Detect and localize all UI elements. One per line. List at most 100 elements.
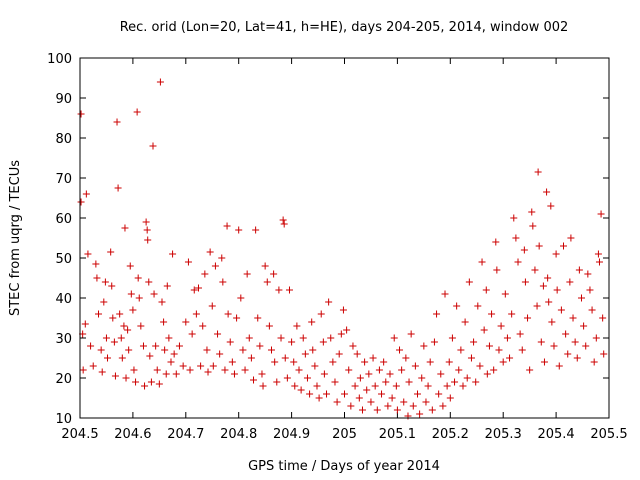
data-point bbox=[226, 338, 234, 346]
data-point bbox=[428, 406, 436, 414]
data-point bbox=[219, 278, 227, 286]
data-point bbox=[283, 374, 291, 382]
data-point bbox=[347, 402, 355, 410]
data-point bbox=[400, 398, 408, 406]
data-point bbox=[104, 354, 112, 362]
data-point bbox=[580, 322, 588, 330]
data-point bbox=[121, 224, 129, 232]
data-point bbox=[358, 406, 366, 414]
data-point bbox=[116, 310, 124, 318]
data-point bbox=[315, 394, 323, 402]
data-point bbox=[441, 290, 449, 298]
chart-title: Rec. orid (Lon=20, Lat=41, h=HE), days 2… bbox=[120, 20, 569, 35]
y-tick-label: 40 bbox=[55, 292, 72, 307]
data-point bbox=[206, 248, 214, 256]
data-point bbox=[378, 390, 386, 398]
data-point bbox=[331, 378, 339, 386]
data-point bbox=[108, 282, 116, 290]
data-point bbox=[160, 318, 168, 326]
data-point bbox=[87, 342, 95, 350]
data-point bbox=[356, 374, 364, 382]
data-point bbox=[553, 286, 561, 294]
data-point bbox=[293, 322, 301, 330]
data-point bbox=[170, 350, 178, 358]
data-point bbox=[388, 394, 396, 402]
data-point bbox=[172, 370, 180, 378]
data-point bbox=[199, 322, 207, 330]
data-point bbox=[426, 358, 434, 366]
y-tick-label: 70 bbox=[55, 172, 72, 187]
data-point bbox=[465, 278, 473, 286]
data-point bbox=[445, 358, 453, 366]
data-point bbox=[301, 350, 309, 358]
data-point bbox=[124, 326, 132, 334]
data-point bbox=[418, 374, 426, 382]
data-point bbox=[485, 342, 493, 350]
axis-ticks bbox=[79, 57, 610, 419]
data-point bbox=[335, 350, 343, 358]
data-point bbox=[597, 210, 605, 218]
data-point bbox=[190, 286, 198, 294]
x-axis-label: GPS time / Days of year 2014 bbox=[248, 459, 440, 474]
data-point bbox=[161, 346, 169, 354]
data-point bbox=[590, 358, 598, 366]
data-point bbox=[243, 270, 251, 278]
data-point bbox=[567, 234, 575, 242]
data-point bbox=[117, 334, 125, 342]
data-point bbox=[82, 190, 90, 198]
data-point bbox=[380, 358, 388, 366]
data-point bbox=[250, 376, 258, 384]
data-point bbox=[398, 366, 406, 374]
data-point bbox=[455, 366, 463, 374]
data-point bbox=[453, 302, 461, 310]
data-point bbox=[490, 366, 498, 374]
data-point bbox=[122, 374, 130, 382]
data-point bbox=[544, 274, 552, 282]
data-point bbox=[327, 334, 335, 342]
y-tick-label: 10 bbox=[55, 412, 72, 427]
data-point bbox=[488, 310, 496, 318]
data-point bbox=[547, 202, 555, 210]
data-point bbox=[110, 338, 118, 346]
data-point bbox=[317, 310, 325, 318]
data-point bbox=[221, 366, 229, 374]
data-point bbox=[192, 310, 200, 318]
y-tick-label: 50 bbox=[55, 252, 72, 267]
data-point bbox=[290, 358, 298, 366]
data-point bbox=[102, 334, 110, 342]
data-point bbox=[382, 378, 390, 386]
data-point bbox=[92, 260, 100, 268]
data-point bbox=[555, 362, 563, 370]
data-point bbox=[135, 294, 143, 302]
data-point bbox=[506, 354, 514, 362]
data-point bbox=[552, 250, 560, 258]
data-point bbox=[239, 346, 247, 354]
data-point bbox=[529, 222, 537, 230]
data-point bbox=[566, 278, 574, 286]
data-point bbox=[503, 334, 511, 342]
data-point bbox=[158, 298, 166, 306]
data-point bbox=[528, 208, 536, 216]
data-point bbox=[414, 390, 422, 398]
data-point bbox=[163, 282, 171, 290]
data-point bbox=[265, 322, 273, 330]
data-point bbox=[478, 258, 486, 266]
data-point bbox=[133, 108, 141, 116]
data-point bbox=[575, 266, 583, 274]
data-point bbox=[571, 338, 579, 346]
data-point bbox=[470, 338, 478, 346]
data-point bbox=[237, 294, 245, 302]
data-point bbox=[100, 298, 108, 306]
x-tick-label: 205.2 bbox=[432, 427, 469, 442]
data-point bbox=[595, 258, 603, 266]
data-point bbox=[369, 354, 377, 362]
data-point bbox=[435, 390, 443, 398]
data-point bbox=[273, 378, 281, 386]
data-point bbox=[270, 270, 278, 278]
data-point bbox=[167, 358, 175, 366]
data-point bbox=[573, 354, 581, 362]
data-point bbox=[204, 368, 212, 376]
data-point bbox=[472, 378, 480, 386]
data-point bbox=[230, 370, 238, 378]
data-point bbox=[457, 346, 465, 354]
